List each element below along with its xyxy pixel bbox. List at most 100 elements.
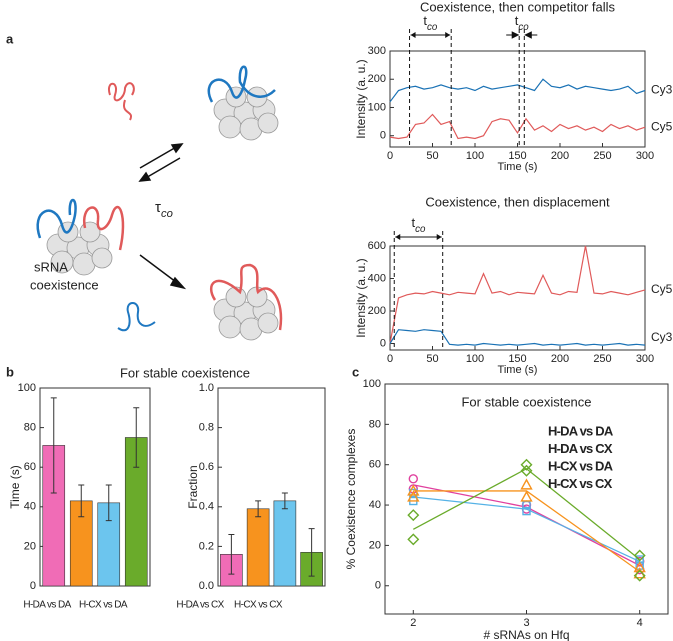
rna — [209, 263, 283, 331]
text-sub: co — [161, 208, 173, 220]
chart-title: Coexistence, then competitor falls — [420, 0, 616, 14]
category-label: H-CX vs DA — [79, 600, 128, 611]
error-bar — [50, 397, 57, 494]
error-bar — [255, 500, 262, 518]
x-tick-label: 0 — [387, 150, 393, 162]
marker — [407, 484, 420, 496]
series-label: Cy5 — [651, 119, 673, 133]
y-axis-label: Intensity (a. u.) — [354, 258, 368, 337]
rna — [117, 302, 156, 332]
y-tick-label: 80 — [369, 418, 381, 430]
marker — [407, 509, 420, 522]
bar — [273, 500, 297, 587]
text-base: t — [412, 215, 416, 230]
y-tick-label: 80 — [24, 422, 36, 434]
y-tick-label: 600 — [368, 240, 386, 252]
y-tick-label: 60 — [24, 461, 36, 473]
legend-entry: H-CX vs DA — [548, 458, 614, 473]
interval-label: tco — [515, 13, 530, 33]
y-tick-label: 200 — [368, 305, 386, 317]
trace — [389, 329, 646, 346]
text-base: t — [423, 13, 427, 28]
error-bar — [308, 528, 315, 577]
text-base: t — [515, 13, 519, 28]
bar — [246, 508, 270, 587]
y-tick-label: 40 — [24, 501, 36, 513]
x-tick-label: 4 — [637, 617, 643, 629]
error-bar — [78, 484, 85, 518]
error-bar — [105, 484, 112, 522]
y-tick-label: 0 — [380, 130, 386, 142]
y-tick-label: 0 — [380, 337, 386, 349]
y-tick-label: 400 — [368, 272, 386, 284]
y-tick-label: 0 — [30, 580, 36, 592]
y-tick-label: 0.4 — [199, 501, 214, 513]
marker — [520, 458, 533, 471]
category-label: H-DA vs CX — [176, 600, 224, 611]
y-tick-label: 20 — [24, 540, 36, 552]
hfq-complex — [46, 221, 113, 276]
y-tick-label: 300 — [368, 45, 386, 57]
mean-line — [413, 484, 640, 567]
x-axis-label: Time (s) — [498, 161, 538, 173]
trace — [389, 245, 646, 344]
panel-label: c — [352, 364, 359, 379]
series-label: Cy5 — [651, 282, 673, 296]
legend-entry: H-DA vs CX — [548, 441, 613, 456]
x-tick-label: 300 — [636, 150, 654, 162]
y-tick-label: 40 — [369, 499, 381, 511]
error-bar — [281, 492, 288, 510]
error-bar — [228, 534, 235, 575]
marker — [633, 549, 646, 562]
error-bar — [133, 407, 140, 468]
legend-entry: H-CX vs CX — [548, 476, 613, 491]
x-tick-label: 200 — [551, 353, 569, 365]
marker — [522, 506, 531, 516]
x-tick-label: 2 — [410, 617, 416, 629]
text-base: τ — [155, 199, 161, 216]
y-axis-label: % Coexistence complexes — [344, 429, 358, 570]
text-sub: co — [518, 22, 529, 33]
y-tick-label: 0 — [375, 580, 381, 592]
interval-label: tco — [423, 13, 438, 33]
category-label: H-DA vs DA — [23, 600, 71, 611]
x-axis-label: Time (s) — [498, 364, 538, 376]
x-tick-label: 250 — [593, 150, 611, 162]
hfq-complex — [213, 286, 279, 341]
rna — [207, 65, 276, 103]
y-axis-label: Time (s) — [8, 465, 22, 509]
y-tick-label: 1.0 — [199, 382, 214, 394]
rna — [107, 82, 135, 121]
x-tick-label: 3 — [523, 617, 529, 629]
marker — [407, 533, 420, 546]
schematic-label: coexistence — [30, 277, 99, 292]
series-label: Cy3 — [651, 330, 673, 344]
y-tick-label: 100 — [363, 378, 381, 390]
arrows — [138, 143, 187, 290]
plot-frame — [217, 387, 326, 587]
marker — [407, 490, 420, 502]
rna — [36, 198, 77, 239]
plot-frame — [389, 245, 646, 351]
x-tick-label: 100 — [466, 353, 484, 365]
schematic-label: sRNA — [34, 259, 68, 274]
y-tick-label: 0.0 — [199, 580, 214, 592]
x-axis-label: # sRNAs on Hfq — [483, 628, 569, 641]
x-tick-label: 200 — [551, 150, 569, 162]
trace — [389, 78, 646, 103]
text-sub: co — [427, 22, 438, 33]
y-tick-label: 0.2 — [199, 540, 214, 552]
rna — [82, 206, 125, 251]
trace — [389, 113, 646, 140]
arrow-head — [395, 234, 442, 240]
category-label: H-CX vs CX — [234, 600, 283, 611]
y-tick-label: 20 — [369, 539, 381, 551]
marker — [408, 474, 418, 484]
x-tick-label: 150 — [508, 353, 526, 365]
series-label: Cy3 — [651, 83, 673, 97]
schematic: sRNA coexistence τco — [30, 65, 283, 341]
y-tick-label: 0.6 — [199, 461, 214, 473]
chart-title: For stable coexistence — [120, 365, 250, 380]
y-axis-label: Fraction — [186, 465, 200, 508]
